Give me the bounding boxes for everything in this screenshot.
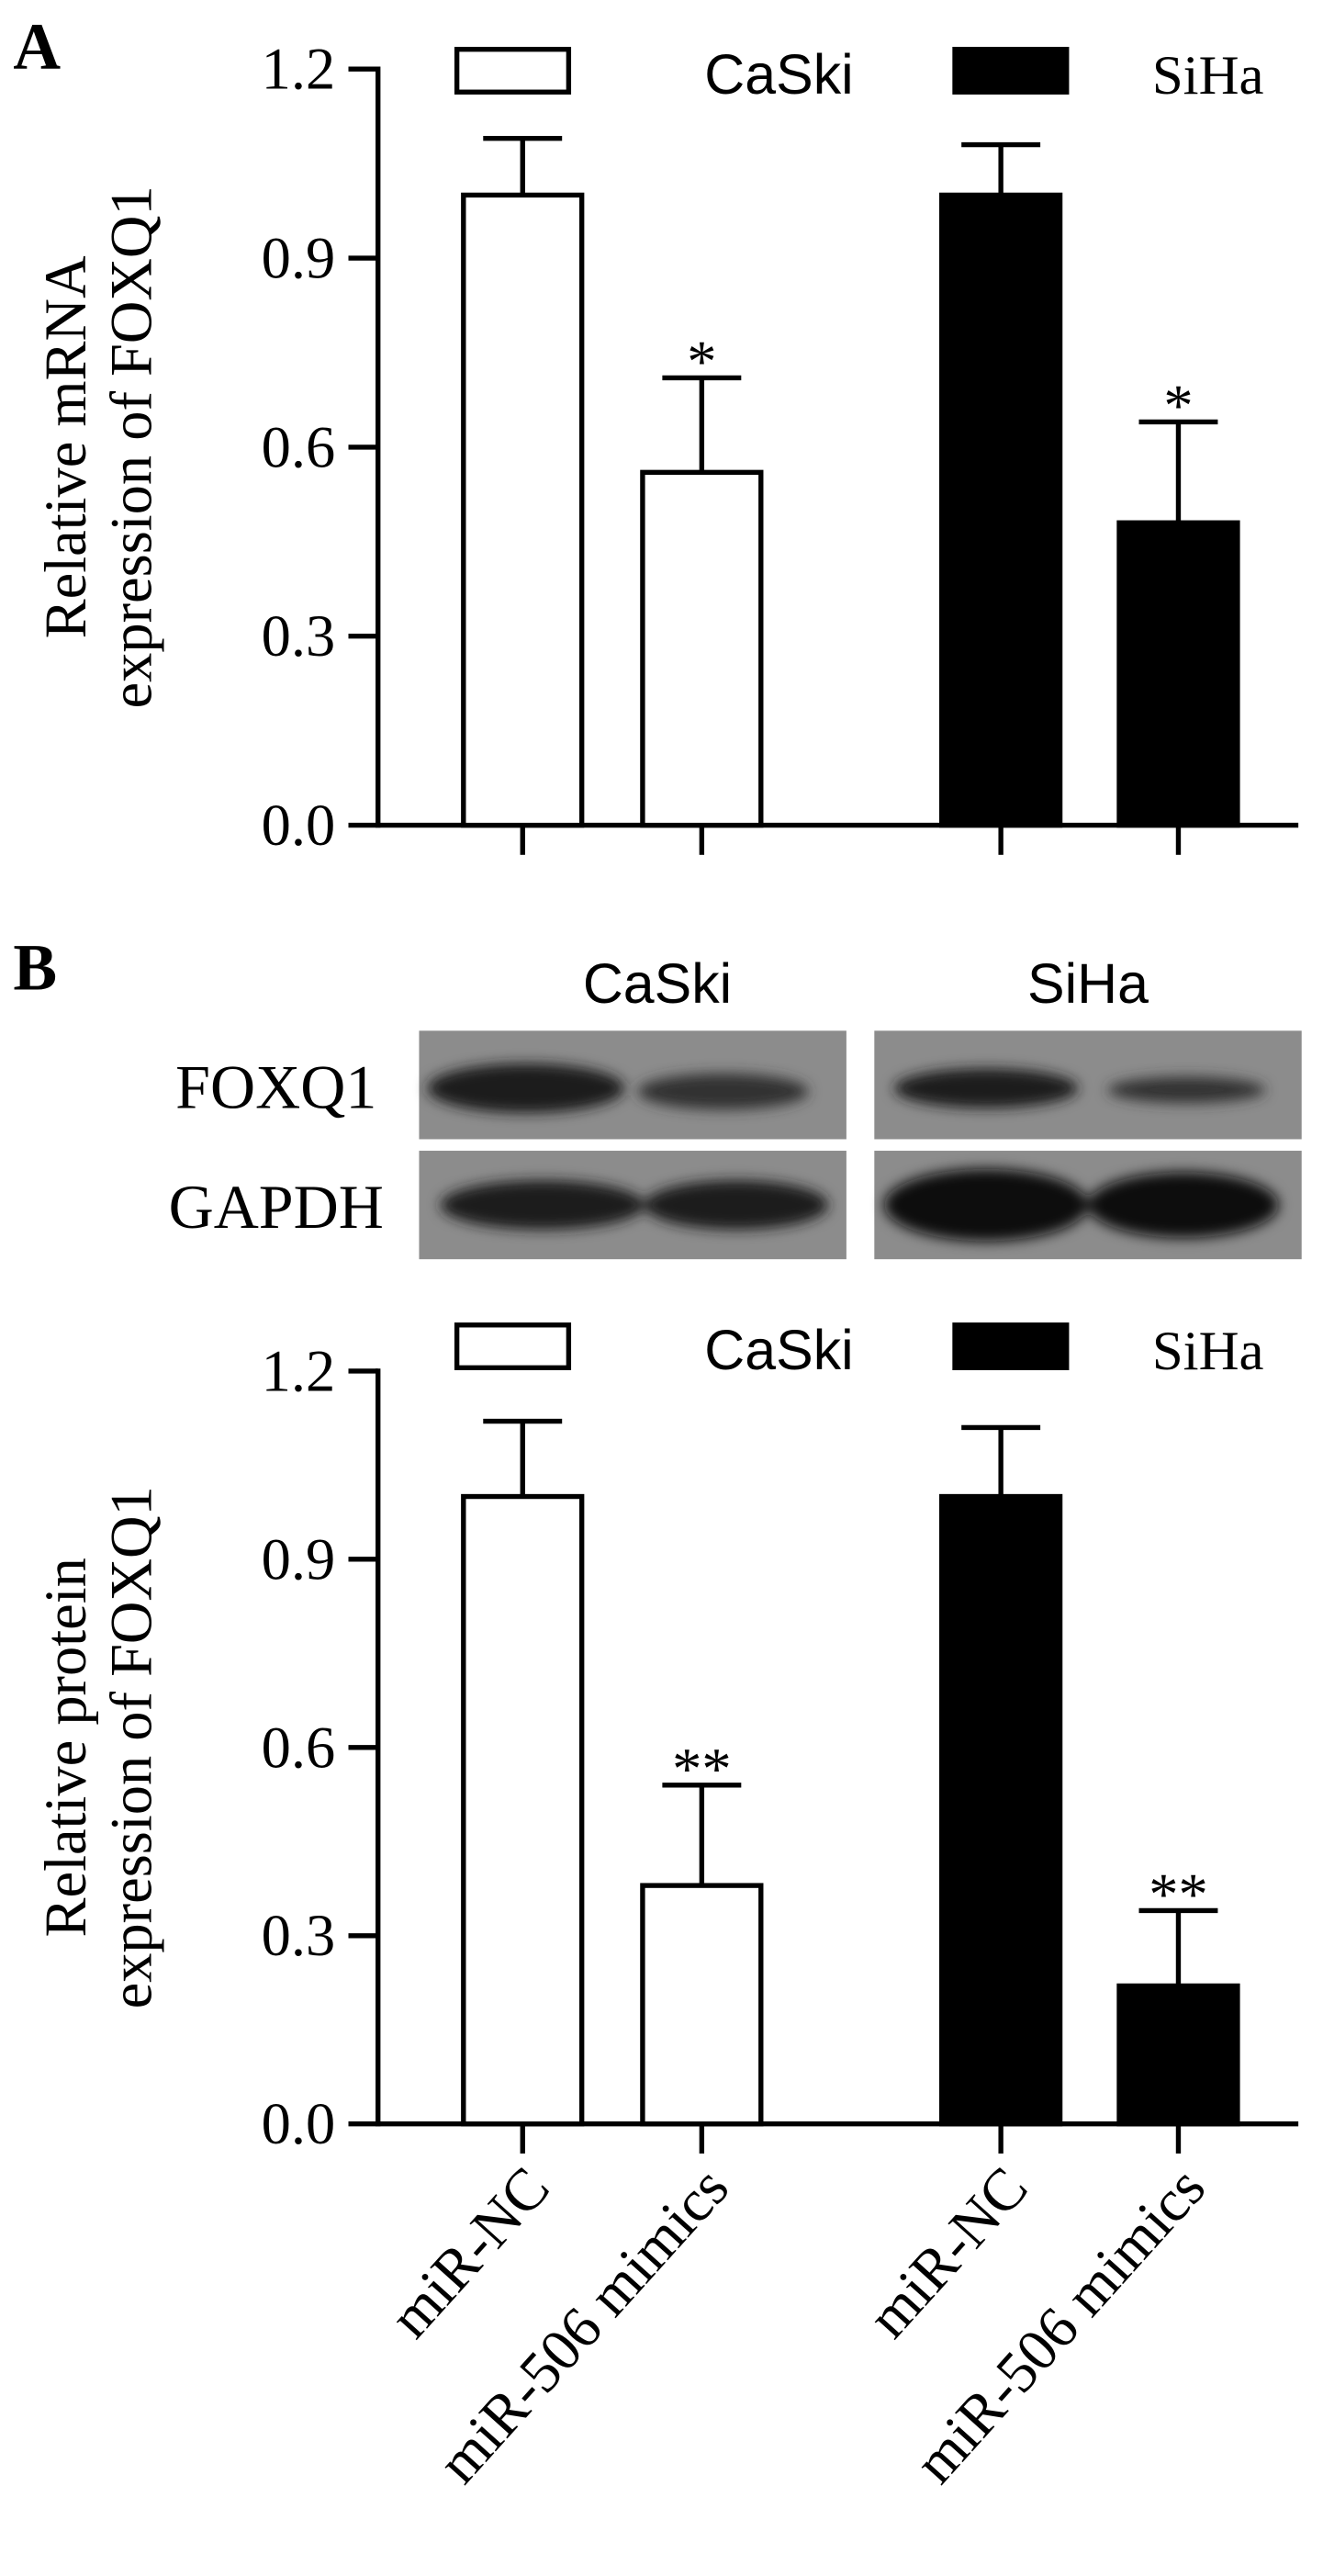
bar — [640, 469, 764, 828]
legend-swatch — [952, 47, 1070, 95]
y-tick-label: 0.0 — [262, 2091, 336, 2156]
blot-column-label: CaSki — [583, 952, 732, 1015]
y-tick-label: 0.3 — [262, 603, 336, 669]
blot-column-label: SiHa — [1027, 952, 1149, 1015]
panel-label: A — [13, 11, 61, 84]
legend-label: SiHa — [1152, 1321, 1264, 1382]
blot-row-label: FOXQ1 — [175, 1052, 376, 1121]
significance: ** — [1149, 1862, 1207, 1927]
bar — [1116, 1983, 1240, 2127]
y-tick-label: 0.6 — [262, 414, 336, 479]
y-tick-label: 0.3 — [262, 1903, 336, 1968]
bar — [640, 1883, 764, 2127]
bar — [939, 192, 1063, 828]
legend-label: SiHa — [1152, 45, 1264, 107]
legend-swatch — [454, 47, 572, 95]
y-tick-label: 0.6 — [262, 1715, 336, 1780]
y-axis-title: Relative protein — [33, 1558, 98, 1937]
legend-label: CaSki — [704, 1319, 853, 1381]
y-tick-label: 1.2 — [262, 1338, 336, 1403]
y-tick-label: 1.2 — [262, 37, 336, 102]
y-tick-label: 0.9 — [262, 1526, 336, 1592]
band — [644, 1180, 829, 1230]
bar-chart: A Relative mRNA expression of FOXQ1 0.0 0.3 0… — [13, 11, 1299, 858]
bar — [461, 192, 585, 828]
significance: ** — [672, 1736, 731, 1801]
band — [884, 1168, 1089, 1242]
significance: * — [687, 329, 716, 394]
bar — [461, 1493, 585, 2127]
y-tick-label: 0.0 — [262, 793, 336, 858]
legend-swatch — [952, 1322, 1070, 1371]
y-axis-title: expression of FOXQ1 — [99, 1486, 164, 2008]
x-tick-label: miR-NC — [855, 2154, 1039, 2349]
band — [440, 1180, 645, 1230]
blot-row-label: GAPDH — [169, 1172, 384, 1242]
western-blot: CaSki SiHa FOXQ1 GAPDH — [169, 952, 1302, 1260]
band — [427, 1063, 625, 1113]
y-axis-title: Relative mRNA — [33, 255, 98, 638]
y-axis-title: expression of FOXQ1 — [99, 186, 164, 708]
significance: * — [1163, 373, 1193, 438]
bar — [939, 1493, 1063, 2127]
y-tick-label: 0.9 — [262, 226, 336, 291]
legend-label: CaSki — [704, 43, 853, 106]
x-tick-label: miR-NC — [377, 2154, 562, 2349]
panel-label: B — [13, 932, 57, 1005]
legend-swatch — [454, 1322, 572, 1371]
band — [637, 1073, 809, 1110]
bar — [1116, 520, 1240, 828]
band — [1107, 1076, 1266, 1104]
band — [893, 1068, 1079, 1108]
band — [1088, 1172, 1279, 1238]
